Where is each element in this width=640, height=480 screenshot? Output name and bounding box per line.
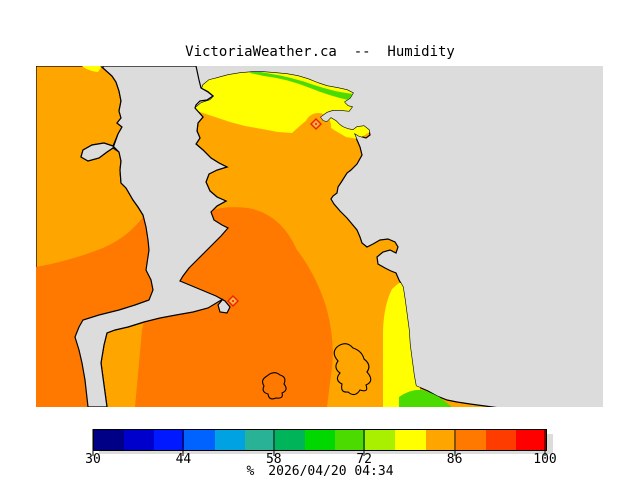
saanich-inlet-water bbox=[74, 66, 231, 407]
colorbar-caption: % 2026/04/20 04:34 bbox=[0, 464, 640, 479]
colorbar-segment bbox=[124, 430, 155, 450]
colorbar-segment bbox=[274, 430, 305, 450]
contour-green-north-band bbox=[250, 72, 353, 100]
colorbar-segment bbox=[335, 430, 366, 450]
station-markers bbox=[227, 118, 322, 307]
colorbar-tick-label: 58 bbox=[265, 452, 282, 467]
colorbar-segment bbox=[304, 430, 336, 450]
small-island-west bbox=[261, 372, 287, 400]
colorbar-segment bbox=[425, 430, 456, 450]
colorbar-segment bbox=[485, 430, 516, 450]
colorbar-segment bbox=[365, 430, 396, 450]
colorbar-tick-label: 30 bbox=[85, 452, 101, 467]
page-title: VictoriaWeather.ca -- Humidity bbox=[185, 44, 455, 60]
colorbar-tick bbox=[544, 429, 546, 456]
colorbar-segment bbox=[395, 430, 426, 450]
unit-label: % bbox=[246, 464, 255, 479]
colorbar-tick bbox=[182, 429, 184, 456]
colorbar-segment bbox=[154, 430, 185, 450]
colorbar-segment bbox=[94, 430, 125, 450]
small-island-east bbox=[333, 343, 372, 396]
colorbar-tick-label: 86 bbox=[446, 452, 463, 467]
colorbar-tick bbox=[454, 429, 456, 456]
colorbar-segments bbox=[93, 429, 547, 451]
colorbar-tick-label: 100 bbox=[533, 452, 557, 467]
contour-green-southeast bbox=[399, 389, 452, 407]
station-marker-dot bbox=[232, 300, 234, 302]
colorbar-tick bbox=[363, 429, 365, 456]
colorbar-tick bbox=[92, 429, 94, 456]
colorbar-segment bbox=[214, 430, 245, 450]
contour-yellow-west-sliver bbox=[82, 66, 102, 72]
colorbar-tick-label: 72 bbox=[356, 452, 373, 467]
colorbar-tick-label: 44 bbox=[175, 452, 192, 467]
colorbar-segment bbox=[515, 430, 547, 450]
colorbar-segment bbox=[455, 430, 486, 450]
humidity-map bbox=[36, 66, 603, 407]
map-canvas bbox=[36, 66, 603, 407]
colorbar-tick bbox=[273, 429, 275, 456]
colorbar-segment bbox=[184, 430, 215, 450]
station-marker-dot bbox=[315, 123, 317, 125]
colorbar-segment bbox=[244, 430, 275, 450]
datetime-label: 2026/04/20 04:34 bbox=[268, 464, 394, 479]
